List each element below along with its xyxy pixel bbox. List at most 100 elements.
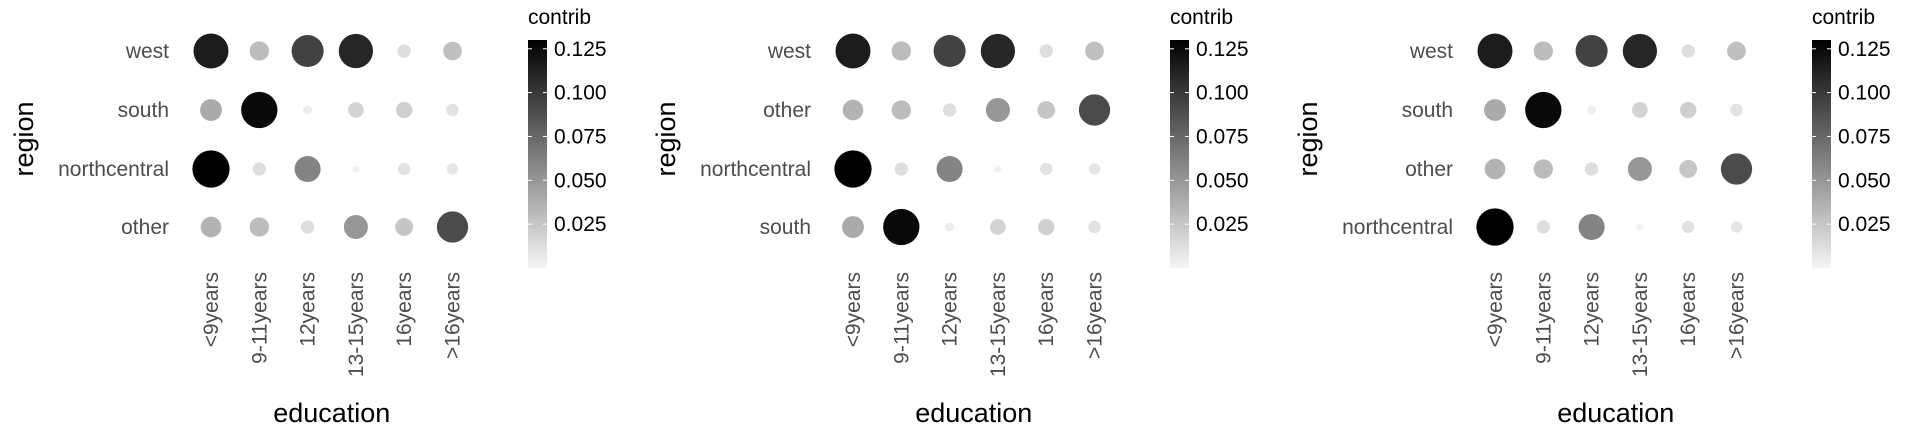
legend-tick-label: 0.100 [554,82,607,105]
x-tick-label: 9-11years [248,272,271,364]
data-point [1477,33,1513,69]
data-point [942,103,957,117]
y-tick-label: other [763,99,811,122]
data-point [338,33,374,69]
y-tick-label: west [767,40,811,63]
data-point [933,34,966,68]
legend: contrib 0.125 0.100 0.075 0.050 0.025 [1812,6,1891,268]
data-point [436,211,469,243]
legend-tick-label: 0.025 [1838,213,1891,236]
data-point [894,162,908,176]
data-point [200,216,222,238]
data-point [1088,220,1101,234]
legend-tick-label: 0.125 [1838,38,1891,61]
legend-title: contrib [1812,6,1875,29]
x-axis-title: education [915,398,1032,428]
data-point [443,41,462,61]
x-tick-label: >16years [1084,272,1107,359]
data-point [1720,153,1753,185]
data-point [980,33,1016,69]
data-point [1627,156,1652,182]
y-tick-label: other [1405,158,1453,181]
data-point [1484,99,1506,121]
x-tick-label: 16years [1035,272,1058,347]
data-point [891,41,911,61]
x-tick-label: 9-11years [890,272,913,364]
y-tick-label: northcentral [700,158,811,181]
data-point [1578,213,1605,241]
data-point [891,100,911,120]
data-point [1575,34,1608,68]
x-tick-label: 13-15years [345,272,368,377]
data-point [294,155,321,183]
data-point [1037,101,1056,119]
legend-tick-label: 0.125 [1196,38,1249,61]
legend-tick-label: 0.025 [554,213,607,236]
data-point [1636,223,1644,231]
data-point [1727,41,1746,61]
data-point [1730,103,1743,117]
legend: contrib 0.125 0.100 0.075 0.050 0.025 [1170,6,1249,268]
legend-title: contrib [528,6,591,29]
legend-tick-label: 0.025 [1196,213,1249,236]
data-point [291,34,324,68]
data-point [1484,158,1506,180]
data-point [241,91,278,129]
legend: contrib 0.125 0.100 0.075 0.050 0.025 [528,6,607,268]
x-tick-label: 13-15years [987,272,1010,377]
data-point [1681,44,1695,58]
legend-tick-label: 0.050 [1196,169,1249,192]
data-point [1584,162,1599,176]
data-point [352,165,360,173]
data-point [1078,94,1111,126]
data-point [396,101,413,119]
data-point [990,219,1006,235]
data-point [835,33,871,69]
data-point [397,44,411,58]
x-tick-label: 12years [297,272,320,347]
data-point [1679,160,1698,178]
legend-tick-label: 0.075 [1838,125,1891,148]
y-tick-label: other [121,216,169,239]
data-point [1039,44,1053,58]
legend-tick-label: 0.100 [1838,82,1891,105]
data-point [249,41,269,61]
y-tick-label: west [1409,40,1453,63]
data-point [193,33,229,69]
data-point [300,220,315,234]
legend-tick-label: 0.075 [554,125,607,148]
data-point [1536,220,1550,234]
data-point [834,150,872,188]
panel-1: region west south northcentral other <9years 9… [9,6,607,428]
data-point [1525,91,1562,129]
y-tick-label: south [118,99,169,122]
x-tick-label: >16years [442,272,465,359]
data-point [446,163,459,175]
x-tick-label: 9-11years [1532,272,1555,364]
legend-tick-label: 0.050 [1838,169,1891,192]
legend-colorbar [1812,40,1831,268]
data-point [985,97,1010,123]
data-point [446,103,459,117]
data-point [1730,221,1743,233]
data-point [945,222,955,232]
y-tick-label: northcentral [1342,216,1453,239]
y-tick-label: west [125,40,169,63]
data-point [1533,41,1553,61]
x-tick-label: 12years [1581,272,1604,347]
data-point [249,217,269,237]
data-point [936,155,963,183]
data-point [252,162,266,176]
y-tick-label: northcentral [58,158,169,181]
legend-tick-label: 0.125 [554,38,607,61]
x-tick-label: <9years [200,272,223,347]
y-tick-label: south [1402,99,1453,122]
y-axis-title: region [651,101,681,176]
data-point [1476,208,1514,246]
data-point [192,150,230,188]
x-tick-label: 13-15years [1629,272,1652,377]
legend-colorbar [1170,40,1189,268]
data-point [994,165,1002,173]
